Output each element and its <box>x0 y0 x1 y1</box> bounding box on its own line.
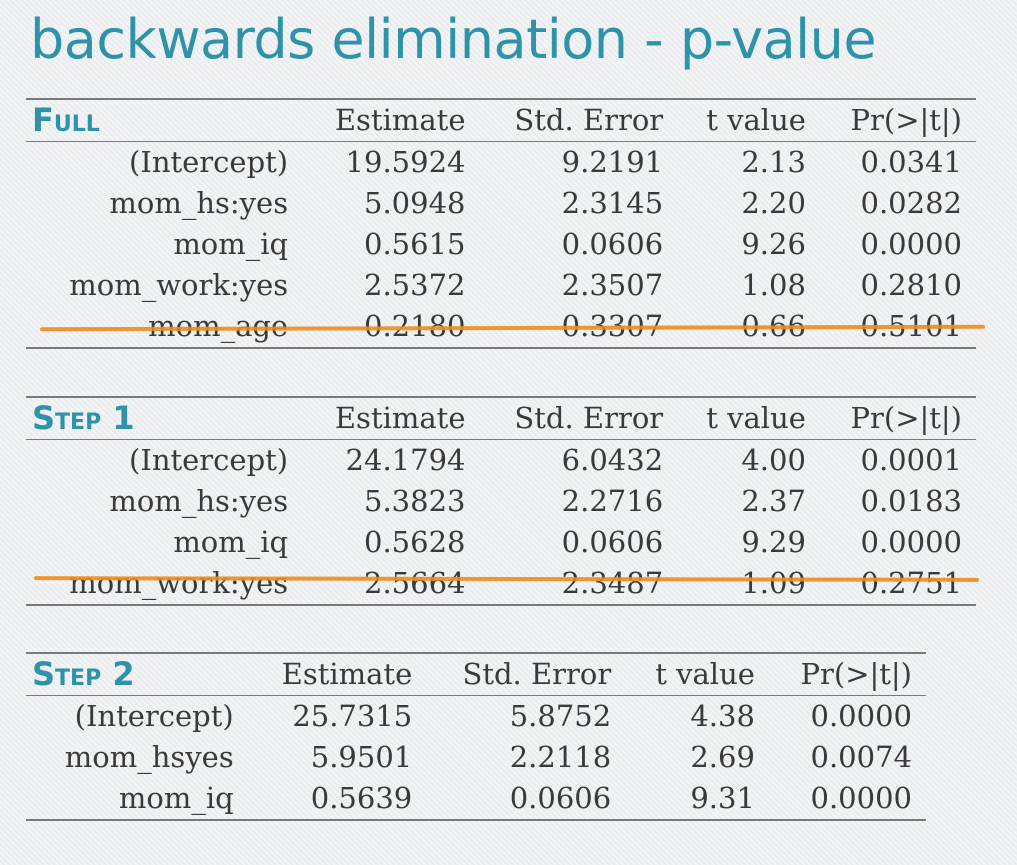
p-value-cell: 0.0074 <box>810 740 912 774</box>
table-row: mom_hs:yes 5.3823 2.2716 2.37 0.0183 <box>26 481 976 522</box>
row-name: (Intercept) <box>129 443 289 477</box>
table-header-row: Full Estimate Std. Error t value Pr(>|t|… <box>26 99 976 142</box>
std-error-cell: 0.0606 <box>509 781 612 815</box>
col-estimate: Estimate <box>334 401 466 435</box>
table-row: mom_iq 0.5628 0.0606 9.29 0.0000 <box>26 522 976 563</box>
table-header-row: Step 1 Estimate Std. Error t value Pr(>|… <box>26 397 976 440</box>
row-name: mom_iq <box>118 781 234 815</box>
table-full: Full Estimate Std. Error t value Pr(>|t|… <box>26 98 976 349</box>
table-step-2: Step 2 Estimate Std. Error t value Pr(>|… <box>26 652 926 821</box>
table-row: mom_iq 0.5639 0.0606 9.31 0.0000 <box>26 778 926 820</box>
table-row: mom_hs:yes 5.0948 2.3145 2.20 0.0282 <box>26 183 976 224</box>
table-label: Full <box>32 101 100 139</box>
row-name: mom_hsyes <box>64 740 234 774</box>
std-error-cell: 2.2716 <box>561 484 664 518</box>
estimate-cell: 5.3823 <box>364 484 466 518</box>
row-name: mom_work:yes <box>69 268 289 302</box>
table-row: (Intercept) 19.5924 9.2191 2.13 0.0341 <box>26 142 976 184</box>
col-p-value: Pr(>|t|) <box>850 401 963 435</box>
std-error-cell: 6.0432 <box>561 443 664 477</box>
col-estimate: Estimate <box>281 657 413 691</box>
t-value-cell: 2.13 <box>741 145 806 179</box>
row-name: mom_hs:yes <box>109 484 289 518</box>
p-value-cell: 0.0000 <box>810 699 912 733</box>
std-error-cell: 5.8752 <box>509 699 612 733</box>
estimate-cell: 2.5664 <box>364 566 466 600</box>
table-row-eliminated: mom_work:yes 2.5664 2.3487 1.09 0.2751 <box>26 563 976 605</box>
p-value-cell: 0.0000 <box>810 781 912 815</box>
std-error-cell: 2.3487 <box>561 566 664 600</box>
p-value-cell: 0.0000 <box>860 227 962 261</box>
table-row: mom_work:yes 2.5372 2.3507 1.08 0.2810 <box>26 265 976 306</box>
col-std-error: Std. Error <box>462 657 612 691</box>
row-name: mom_work:yes <box>69 566 289 600</box>
row-name: (Intercept) <box>129 145 289 179</box>
estimate-cell: 24.1794 <box>345 443 466 477</box>
p-value-cell: 0.2751 <box>860 566 962 600</box>
col-t-value: t value <box>706 103 806 137</box>
table-row: mom_hsyes 5.9501 2.2118 2.69 0.0074 <box>26 737 926 778</box>
t-value-cell: 4.00 <box>741 443 806 477</box>
estimate-cell: 19.5924 <box>345 145 466 179</box>
row-name: mom_iq <box>173 525 289 559</box>
std-error-cell: 2.2118 <box>509 740 612 774</box>
t-value-cell: 9.26 <box>741 227 806 261</box>
t-value-cell: 1.09 <box>741 566 806 600</box>
p-value-cell: 0.0001 <box>860 443 962 477</box>
table-step-1: Step 1 Estimate Std. Error t value Pr(>|… <box>26 396 976 606</box>
table-label: Step 1 <box>32 399 135 437</box>
row-name: (Intercept) <box>74 699 234 733</box>
estimate-cell: 5.9501 <box>310 740 413 774</box>
col-t-value: t value <box>706 401 806 435</box>
p-value-cell: 0.0000 <box>860 525 962 559</box>
std-error-cell: 0.0606 <box>561 525 664 559</box>
p-value-cell: 0.2810 <box>860 268 962 302</box>
t-value-cell: 1.08 <box>741 268 806 302</box>
p-value-cell: 0.0282 <box>860 186 962 220</box>
col-p-value: Pr(>|t|) <box>800 657 913 691</box>
table-header-row: Step 2 Estimate Std. Error t value Pr(>|… <box>26 653 926 696</box>
table-label: Step 2 <box>32 655 135 693</box>
std-error-cell: 2.3507 <box>561 268 664 302</box>
slide-title: backwards elimination - p-value <box>30 8 877 71</box>
col-std-error: Std. Error <box>514 103 664 137</box>
row-name: mom_hs:yes <box>109 186 289 220</box>
p-value-cell: 0.0183 <box>860 484 962 518</box>
estimate-cell: 0.5639 <box>310 781 413 815</box>
t-value-cell: 2.69 <box>690 740 755 774</box>
p-value-cell: 0.0341 <box>860 145 962 179</box>
estimate-cell: 25.7315 <box>292 699 413 733</box>
std-error-cell: 9.2191 <box>561 145 664 179</box>
estimate-cell: 0.5628 <box>364 525 466 559</box>
t-value-cell: 4.38 <box>690 699 755 733</box>
estimate-cell: 2.5372 <box>364 268 466 302</box>
t-value-cell: 9.29 <box>741 525 806 559</box>
col-estimate: Estimate <box>334 103 466 137</box>
std-error-cell: 2.3145 <box>561 186 664 220</box>
table-row: (Intercept) 25.7315 5.8752 4.38 0.0000 <box>26 696 926 738</box>
col-p-value: Pr(>|t|) <box>850 103 963 137</box>
col-std-error: Std. Error <box>514 401 664 435</box>
std-error-cell: 0.0606 <box>561 227 664 261</box>
table-row: mom_iq 0.5615 0.0606 9.26 0.0000 <box>26 224 976 265</box>
table-row: (Intercept) 24.1794 6.0432 4.00 0.0001 <box>26 440 976 482</box>
estimate-cell: 5.0948 <box>364 186 466 220</box>
estimate-cell: 0.5615 <box>364 227 466 261</box>
row-name: mom_iq <box>173 227 289 261</box>
col-t-value: t value <box>655 657 755 691</box>
t-value-cell: 2.37 <box>741 484 806 518</box>
t-value-cell: 2.20 <box>741 186 806 220</box>
t-value-cell: 9.31 <box>690 781 755 815</box>
